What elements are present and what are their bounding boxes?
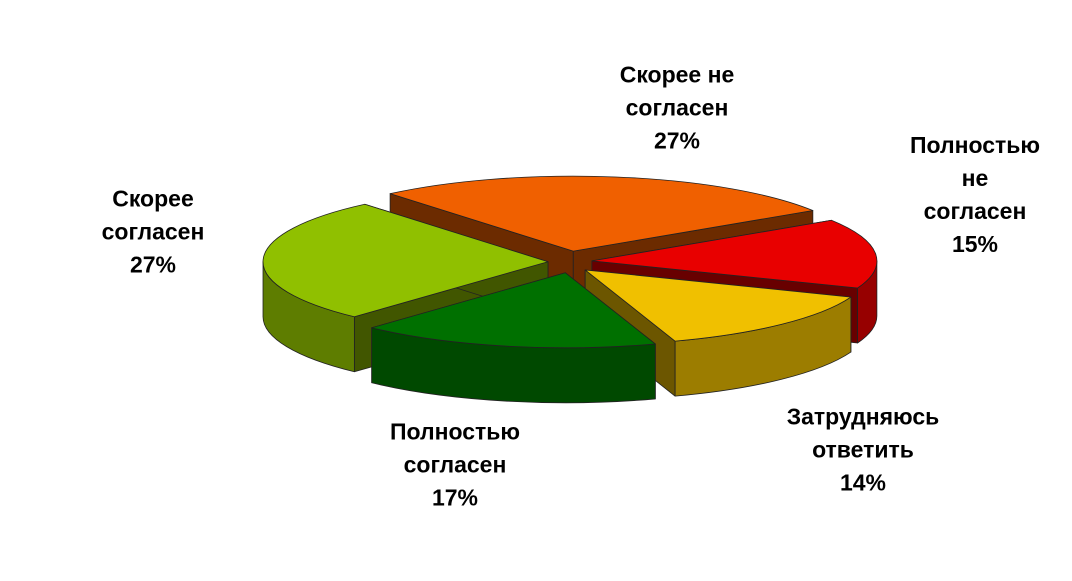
value-label: 14% [839,469,887,496]
value-label: 15% [951,231,999,257]
slice [371,272,656,349]
value-label: 27% [129,251,177,278]
slice-label: Скорее согласен 27% [102,183,205,282]
value-label: 17% [431,484,479,511]
category-name: Скорее согласен [101,185,205,245]
slice [389,175,814,252]
category-name: Полностью согласен [389,418,521,478]
slice-label: Полностью не согласен 15% [910,129,1040,261]
category-name: Полностью не согласен [909,132,1041,224]
slice [262,203,549,318]
category-name: Скорее не согласен [619,61,735,121]
slice-label: Скорее не согласен 27% [620,59,735,158]
slice [584,269,852,342]
slice-label: Затрудняюсь ответить 14% [787,401,940,500]
slice [591,219,878,289]
slice [371,272,656,404]
value-label: 27% [653,127,701,154]
category-name: Затрудняюсь ответить [786,403,940,463]
slice-label: Полностью согласен 17% [390,416,520,515]
